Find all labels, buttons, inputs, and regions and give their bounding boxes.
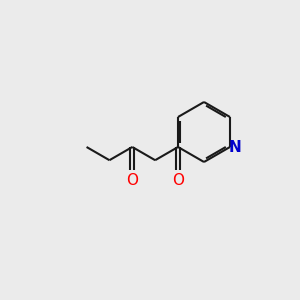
- Text: N: N: [229, 140, 242, 154]
- Text: O: O: [126, 173, 138, 188]
- Text: O: O: [172, 173, 184, 188]
